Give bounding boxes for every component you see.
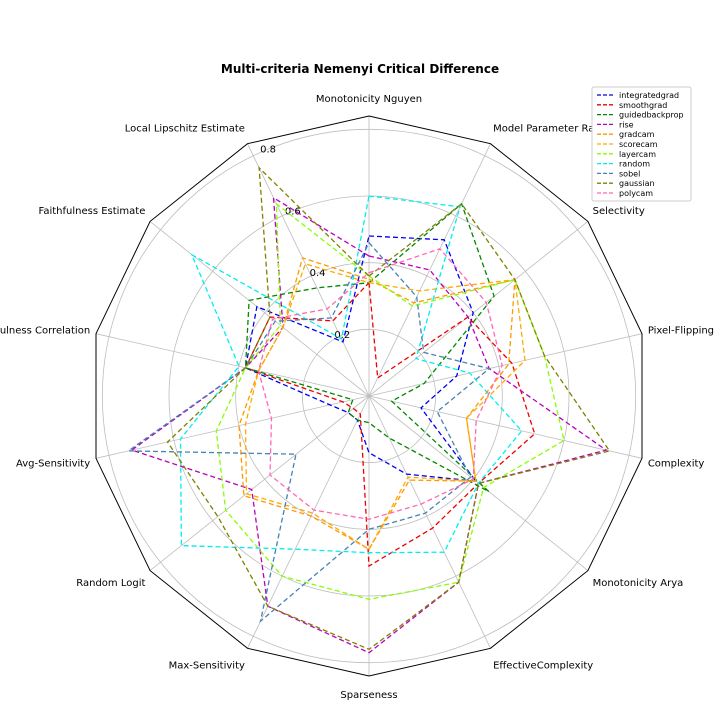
legend-entry: polycam	[619, 189, 653, 198]
axis-label: Max-Sensitivity	[169, 660, 245, 671]
spoke-line	[368, 221, 589, 397]
legend-entry: random	[619, 160, 650, 169]
axis-label: Monotonicity Arya	[593, 578, 684, 589]
axis-label: Selectivity	[593, 206, 645, 217]
rtick-label: 0.8	[260, 144, 276, 155]
legend-entry: smoothgrad	[619, 101, 667, 110]
legend-entry: scorecam	[619, 140, 658, 149]
legend-entry: gradcam	[619, 130, 655, 139]
series-line-smoothgrad	[244, 281, 536, 568]
axis-label: Complexity	[648, 458, 705, 469]
radar-grid	[95, 115, 643, 677]
spoke-line	[368, 395, 643, 459]
chart-title: Multi-criteria Nemenyi Critical Differen…	[221, 62, 499, 76]
spoke-line	[95, 333, 370, 397]
series-line-random	[179, 195, 523, 554]
legend: integratedgradsmoothgradguidedbackpropri…	[591, 86, 692, 202]
series-line-guidedbackprop	[244, 202, 495, 493]
legend-entry: guidedbackprop	[619, 111, 684, 120]
axis-label: Model Parameter Randomisation	[493, 124, 656, 135]
axis-label: Avg-Sensitivity	[16, 458, 90, 469]
frame-polygon	[95, 115, 643, 677]
legend-entry: sobel	[619, 169, 640, 178]
spoke-line	[368, 395, 491, 649]
radial-tick-labels: 0.2 0.4 0.6 0.8	[260, 144, 350, 341]
rtick-label: 0.4	[310, 268, 326, 279]
series-line-gaussian	[166, 166, 611, 651]
axis-label: Faithfulness Correlation	[0, 326, 90, 337]
axis-label: Sparseness	[340, 690, 397, 701]
spoke-line	[368, 333, 643, 397]
axis-label: Local Lipschitz Estimate	[125, 124, 245, 135]
series-line-rise	[130, 196, 608, 654]
spoke-line	[149, 395, 370, 571]
rtick-label: 0.6	[285, 206, 301, 217]
series-line-scorecam	[244, 263, 526, 551]
spoke-line	[368, 143, 491, 397]
axis-label: Faithfulness Estimate	[38, 206, 145, 217]
axis-label: Monotonicity Nguyen	[316, 94, 422, 105]
legend-entry: integratedgrad	[619, 91, 679, 100]
spoke-line	[247, 395, 370, 649]
axis-label: Random Logit	[76, 578, 145, 589]
legend-box	[591, 86, 692, 202]
series-lines	[126, 166, 611, 654]
legend-entry: layercam	[619, 150, 656, 159]
spoke-line	[247, 143, 370, 397]
series-line-layercam	[215, 202, 565, 600]
series-line-polycam	[257, 248, 503, 520]
legend-entry: gaussian	[619, 179, 655, 188]
axis-label: Pixel-Flipping	[648, 326, 714, 337]
axis-labels: Monotonicity Nguyen Model Parameter Rando…	[0, 94, 714, 701]
axis-label: EffectiveComplexity	[493, 660, 593, 671]
rtick-label: 0.2	[334, 330, 350, 341]
series-line-sobel	[126, 241, 491, 623]
spoke-line	[149, 221, 370, 397]
spoke-line	[95, 395, 370, 459]
legend-entry: rise	[619, 120, 634, 129]
